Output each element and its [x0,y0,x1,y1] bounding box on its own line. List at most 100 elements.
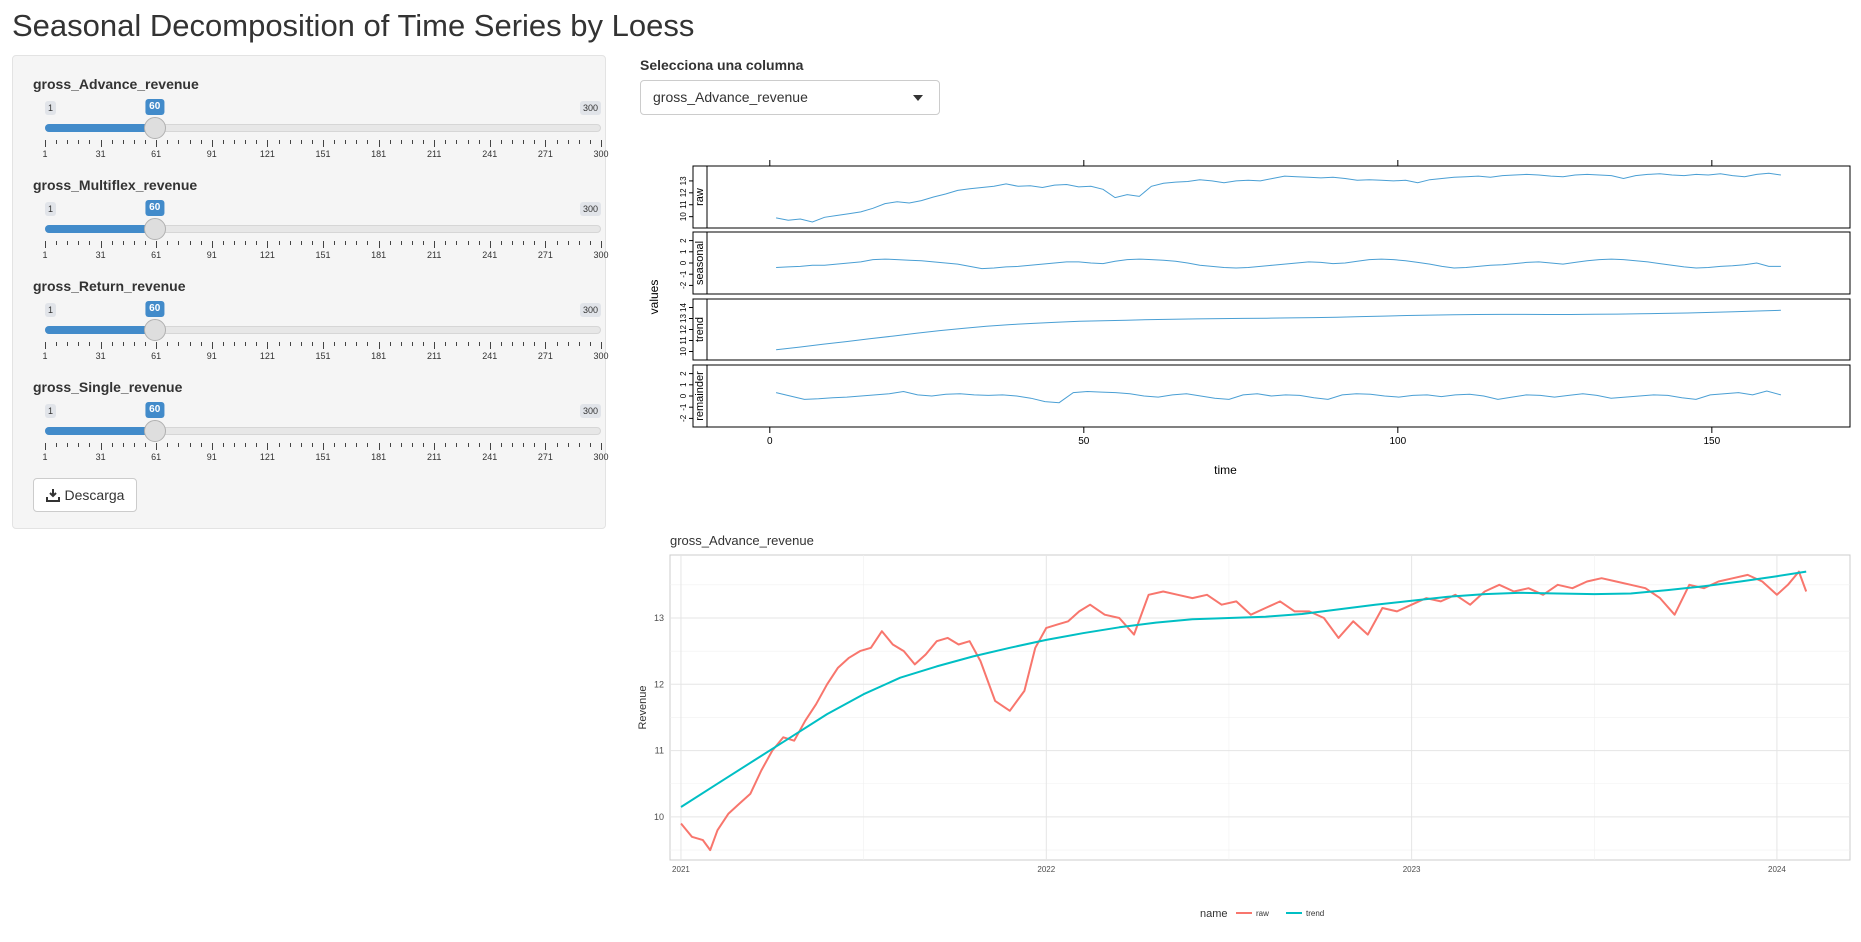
slider-tick [400,443,402,447]
slider-handle[interactable] [143,319,166,341]
slider-tick [145,241,147,245]
slider-tick [545,241,547,248]
slider-tick-label: 151 [315,452,331,462]
slider-tick [167,241,169,245]
slider-tick [89,241,91,245]
slider-tick [111,342,113,346]
y-tick-label: 2 [679,371,688,376]
slider-tick [378,443,380,450]
x-tick-label: 2021 [672,865,690,874]
slider-tick [500,342,502,346]
slider-max-label: 300 [579,101,601,115]
slider-tick [311,342,313,346]
slider-tick [256,140,258,144]
slider-tick-label: 211 [427,452,442,462]
slider-tick [500,443,502,447]
slider-tick [334,443,336,447]
slider-tick-label: 300 [593,149,609,159]
slider-tick [234,241,236,245]
slider-gross_Advance_revenue[interactable]: gross_Advance_revenue 1 300 60 1 31 61 91 121 151… [33,56,609,159]
slider-tick [489,443,491,450]
slider-tick [111,241,113,245]
slider-ticks: 1 31 61 91 121 151 181 211 241 271 300 [33,241,633,265]
slider-tick-label: 211 [427,149,442,159]
slider-tick [556,342,558,346]
stl-panel-trend [692,298,1851,361]
slider-tick [256,443,258,447]
slider-gross_Multiflex_revenue[interactable]: gross_Multiflex_revenue 1 300 60 1 31 61 91 121 1… [33,157,609,260]
slider-tick-label: 31 [95,149,106,159]
slider-label: gross_Advance_revenue [33,76,199,92]
slider-gross_Return_revenue[interactable]: gross_Return_revenue 1 300 60 1 31 61 91 121 151 1… [33,258,609,361]
slider-gross_Single_revenue[interactable]: gross_Single_revenue 1 300 60 1 31 61 91 121 151 1… [33,359,609,462]
slider-tick [111,140,113,144]
slider-tick [489,342,491,349]
y-tick-label: 11 [679,336,688,345]
slider-tick [423,241,425,245]
slider-tick [189,241,191,245]
slider-handle[interactable] [143,420,166,442]
slider-tick [334,140,336,144]
slider-tick [500,241,502,245]
slider-tick [434,443,436,450]
slider-tick [222,140,224,144]
slider-tick-label: 271 [537,250,553,260]
slider-tick [133,443,135,447]
slider-max-label: 300 [579,404,601,418]
y-tick-label: 0 [679,393,688,398]
series-line-trend [680,570,1807,808]
y-axis-label: Revenue [637,685,649,729]
slider-tick-label: 61 [151,149,162,159]
slider-tick [100,443,102,450]
y-tick-label: 12 [654,679,664,689]
slider-tick [512,443,514,447]
slider-tick [411,241,413,245]
slider-tick [356,443,358,447]
slider-tick-label: 31 [95,452,106,462]
slider-tick [78,241,80,245]
x-tick-label: 50 [1078,436,1090,447]
stl-panel-raw [692,165,1851,229]
slider-tick [100,140,102,147]
slider-tick [445,241,447,245]
slider-tick [489,241,491,248]
slider-label: gross_Single_revenue [33,379,183,395]
slider-tick [222,241,224,245]
slider-tick-label: 300 [593,250,609,260]
slider-tick [345,140,347,144]
slider-tick [523,342,525,346]
stl-panel-seasonal [692,231,1851,295]
slider-tick [456,342,458,346]
y-tick-label: 11 [679,200,688,209]
slider-tick [500,140,502,144]
slider-tick [156,342,158,349]
column-select[interactable]: gross_Advance_revenue [640,80,940,115]
slider-tick-label: 1 [42,149,48,159]
slider-tick [78,140,80,144]
slider-fill [45,427,155,435]
slider-min-label: 1 [45,303,57,317]
slider-tick [467,241,469,245]
download-button[interactable]: Descarga [33,478,137,512]
slider-tick [589,443,591,447]
slider-tick [278,241,280,245]
slider-tick [489,140,491,147]
slider-tick [512,241,514,245]
chart-title: gross_Advance_revenue [670,533,814,548]
stl-strip-label: seasonal [694,241,706,285]
slider-tick-label: 31 [95,250,106,260]
slider-tick-label: 91 [206,149,217,159]
slider-tick [311,443,313,447]
slider-tick [311,140,313,144]
stl-strip-label: remainder [694,371,706,421]
slider-tick [222,342,224,346]
slider-handle[interactable] [143,117,166,139]
slider-handle[interactable] [143,218,166,240]
x-tick-label: 100 [1389,436,1406,447]
download-icon [45,489,60,502]
slider-tick [289,342,291,346]
slider-tick [456,140,458,144]
slider-label: gross_Return_revenue [33,278,186,294]
slider-tick-label: 151 [315,149,331,159]
slider-tick [133,241,135,245]
